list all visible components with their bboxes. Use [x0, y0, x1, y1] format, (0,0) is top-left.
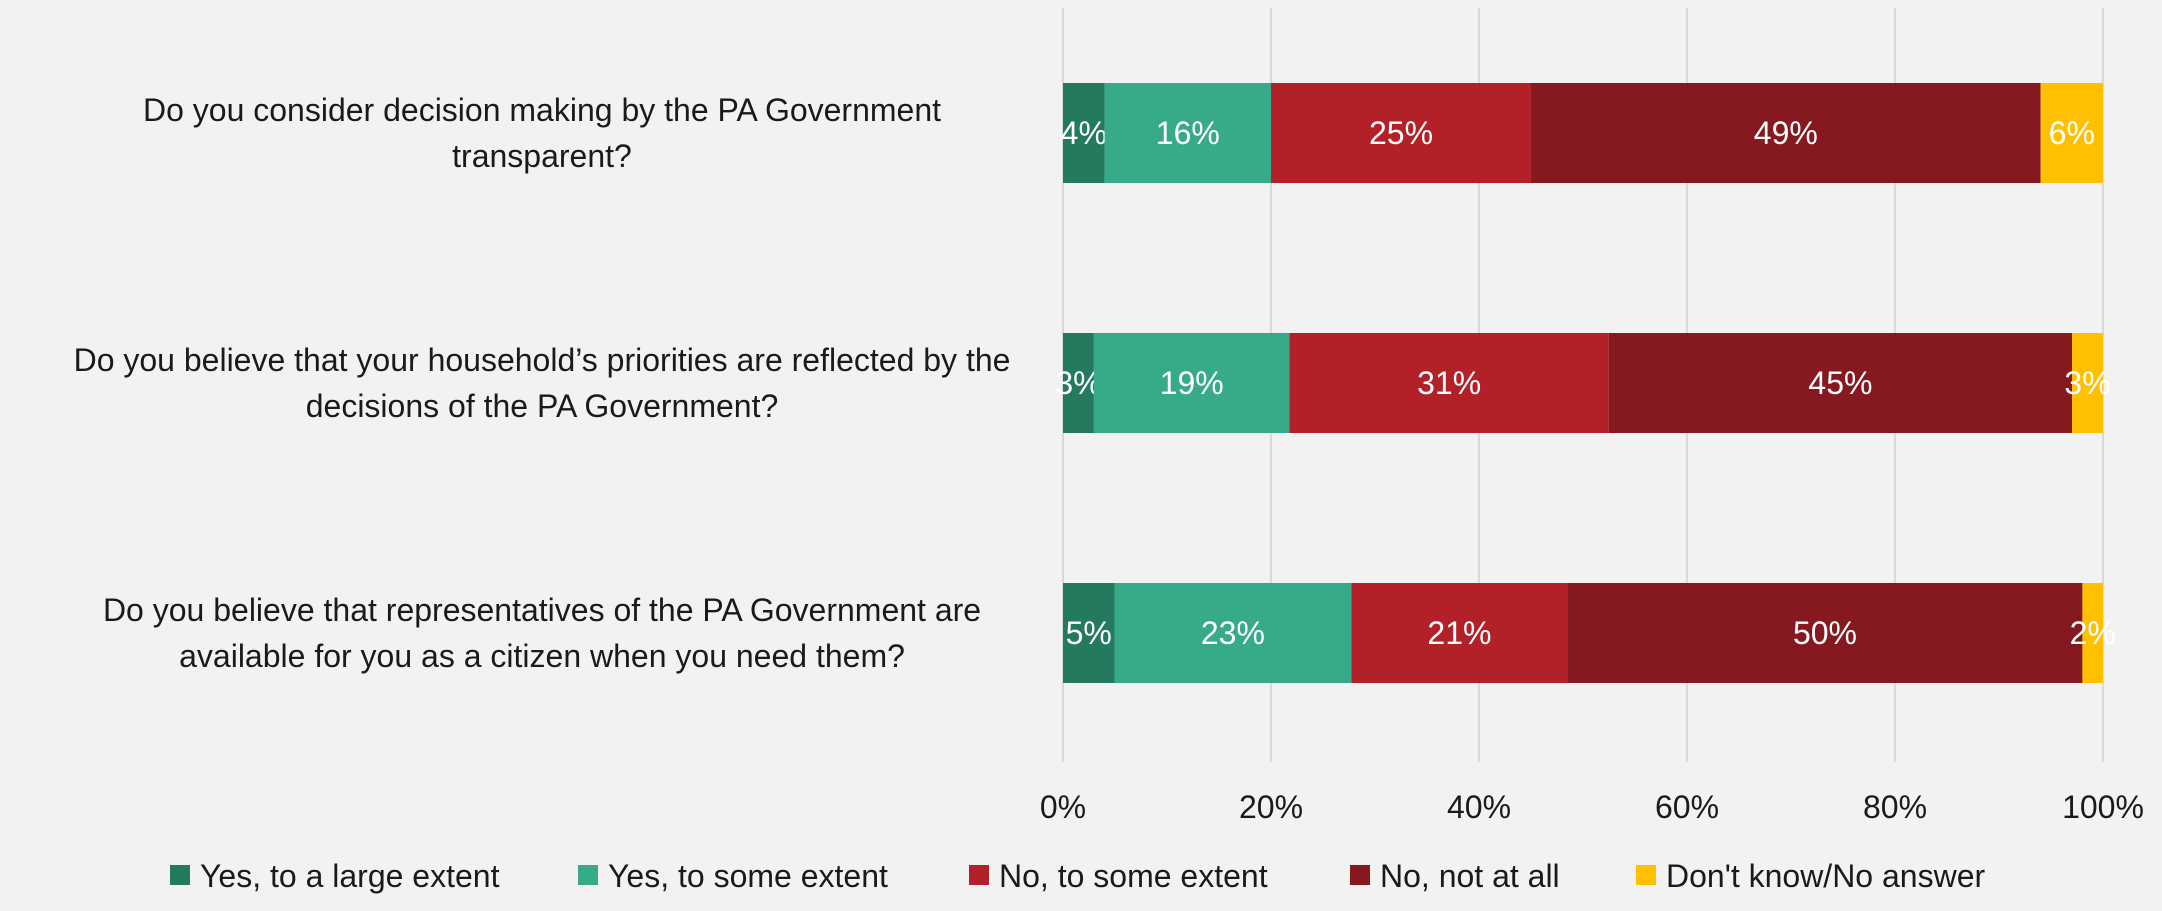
legend-swatch: [969, 865, 989, 885]
bar-segment: [1093, 333, 1290, 433]
data-label: 6%: [2049, 115, 2095, 151]
category-label: Do you believe that your household’s pri…: [74, 342, 1011, 424]
x-tick-label: 100%: [2062, 789, 2144, 825]
legend-label: No, not at all: [1380, 858, 1560, 894]
legend-swatch: [170, 865, 190, 885]
category-label-line: Do you consider decision making by the P…: [143, 92, 941, 128]
x-tick-label: 40%: [1447, 789, 1511, 825]
bar-segment: [2072, 333, 2103, 433]
x-tick-label: 0%: [1040, 789, 1086, 825]
x-axis-ticks: 0% 20% 40% 60% 80% 100%: [1040, 789, 2144, 825]
category-label-line: available for you as a citizen when you …: [179, 638, 905, 674]
bars: 4% 16% 25% 49% 6% 3% 19% 31% 45% 3% 5% 23% 21% 50% 2%: [1055, 83, 2116, 683]
data-label: 16%: [1156, 115, 1220, 151]
data-label: 50%: [1793, 615, 1857, 651]
category-label-line: transparent?: [452, 138, 632, 174]
legend: Yes, to a large extent Yes, to some exten…: [170, 858, 1985, 894]
legend-swatch: [1636, 865, 1656, 885]
bar-segment: [1608, 333, 2073, 433]
legend-swatch: [578, 865, 598, 885]
bar-segment: [2082, 583, 2103, 683]
category-label-line: decisions of the PA Government?: [306, 388, 779, 424]
legend-label: Yes, to a large extent: [200, 858, 500, 894]
legend-label: No, to some extent: [999, 858, 1268, 894]
bar-segment: [1104, 83, 1271, 183]
legend-item: Yes, to some extent: [578, 858, 888, 894]
data-label: 45%: [1808, 365, 1872, 401]
bar-segment: [1063, 333, 1094, 433]
legend-item: No, not at all: [1350, 858, 1560, 894]
legend-item: Yes, to a large extent: [170, 858, 500, 894]
bar-segment: [1351, 583, 1568, 683]
bar-segment: [1567, 583, 2083, 683]
x-tick-label: 80%: [1863, 789, 1927, 825]
bar-segment: [1289, 333, 1609, 433]
x-tick-label: 60%: [1655, 789, 1719, 825]
legend-label: Yes, to some extent: [608, 858, 888, 894]
data-label: 21%: [1427, 615, 1491, 651]
bar-segment: [1063, 83, 1105, 183]
bar-segment: [1271, 83, 1531, 183]
legend-swatch: [1350, 865, 1370, 885]
data-label: 5%: [1066, 615, 1112, 651]
category-label: Do you believe that representatives of t…: [103, 592, 981, 674]
category-label-line: Do you believe that representatives of t…: [103, 592, 981, 628]
legend-item: No, to some extent: [969, 858, 1268, 894]
bar-segment: [2040, 83, 2103, 183]
data-label: 2%: [2070, 615, 2116, 651]
bar-segment: [1531, 83, 2041, 183]
data-label: 4%: [1061, 115, 1107, 151]
data-label: 3%: [1055, 365, 1101, 401]
bar-segment: [1063, 583, 1115, 683]
bar-segment: [1114, 583, 1352, 683]
legend-label: Don't know/No answer: [1666, 858, 1985, 894]
data-label: 49%: [1754, 115, 1818, 151]
data-label: 25%: [1369, 115, 1433, 151]
x-tick-label: 20%: [1239, 789, 1303, 825]
legend-item: Don't know/No answer: [1636, 858, 1985, 894]
category-label: Do you consider decision making by the P…: [143, 92, 941, 174]
data-label: 3%: [2064, 365, 2110, 401]
data-label: 19%: [1160, 365, 1224, 401]
data-label: 31%: [1417, 365, 1481, 401]
category-label-line: Do you believe that your household’s pri…: [74, 342, 1011, 378]
category-labels: Do you consider decision making by the P…: [74, 92, 1011, 674]
data-label: 23%: [1201, 615, 1265, 651]
